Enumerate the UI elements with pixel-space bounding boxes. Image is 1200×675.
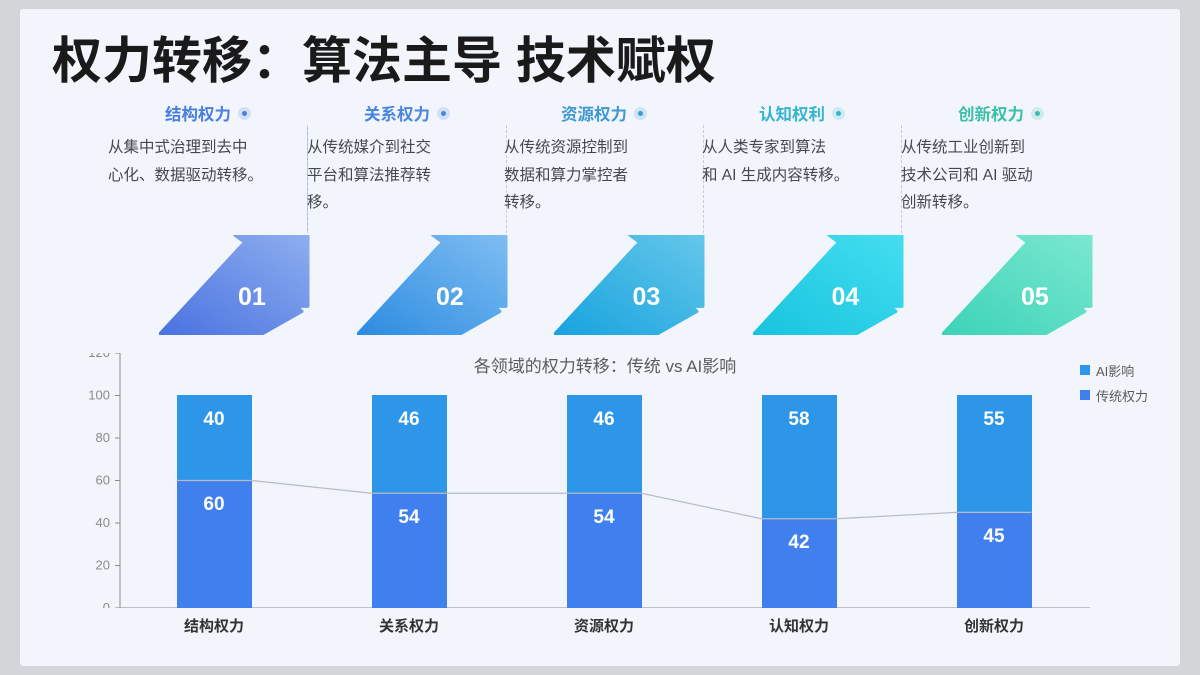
svg-text:0: 0: [103, 600, 110, 608]
svg-text:60: 60: [96, 472, 110, 487]
svg-text:80: 80: [96, 430, 110, 445]
svg-text:20: 20: [96, 557, 110, 572]
svg-text:40: 40: [96, 515, 110, 530]
svg-text:120: 120: [88, 353, 110, 360]
svg-text:100: 100: [88, 387, 110, 402]
